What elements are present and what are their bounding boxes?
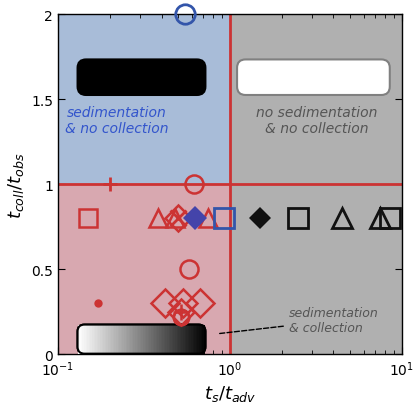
Bar [124,325,126,354]
Bar [116,325,118,354]
Bar [113,325,114,354]
Bar [169,325,170,354]
Bar [178,325,180,354]
Bar [97,325,98,354]
Text: sedimentation
& no collection: sedimentation & no collection [65,106,168,135]
Bar [165,325,167,354]
Bar [202,325,204,354]
Bar [106,325,108,354]
Bar [197,325,199,354]
Bar [144,325,146,354]
Text: sedimentation
& collection: sedimentation & collection [218,307,378,335]
Bar [201,325,202,354]
Bar [87,325,89,354]
Bar [134,325,135,354]
Bar [114,325,116,354]
Bar [154,325,156,354]
Bar [148,325,150,354]
Bar [173,325,175,354]
Bar [103,325,105,354]
Bar [130,325,132,354]
Bar [122,325,124,354]
Bar [180,325,181,354]
Bar [136,325,138,354]
FancyBboxPatch shape [237,60,390,96]
Bar [183,325,185,354]
Bar [84,325,86,354]
Bar [193,325,194,354]
Bar [78,325,79,354]
Bar [161,325,162,354]
Bar [102,325,103,354]
Bar [98,325,100,354]
Bar [142,325,143,354]
Bar [81,325,82,354]
Bar [86,325,87,354]
X-axis label: $t_s/t_{adv}$: $t_s/t_{adv}$ [204,384,256,403]
Text: no sedimentation
& no collection: no sedimentation & no collection [256,106,378,135]
Bar [194,325,196,354]
Bar [150,325,151,354]
Bar [162,325,164,354]
Bar [188,325,189,354]
Bar [135,325,136,354]
Bar [175,325,177,354]
Bar [158,325,159,354]
Bar [129,325,130,354]
Bar [143,325,144,354]
Bar [127,325,129,354]
Bar [170,325,172,354]
Bar [126,325,127,354]
Bar [186,325,188,354]
Bar [156,325,158,354]
Bar [191,325,193,354]
Bar [82,325,84,354]
Y-axis label: $t_{coll}/t_{obs}$: $t_{coll}/t_{obs}$ [5,152,26,218]
Bar [119,325,121,354]
Bar [153,325,154,354]
Bar [189,325,191,354]
Bar [138,325,140,354]
Bar [121,325,122,354]
Bar [196,325,197,354]
Bar [111,325,113,354]
FancyBboxPatch shape [78,60,205,96]
Bar [159,325,161,354]
Bar [151,325,153,354]
FancyBboxPatch shape [78,325,205,354]
Bar [132,325,134,354]
Bar [108,325,110,354]
Bar [79,325,81,354]
Bar [100,325,102,354]
Bar [140,325,142,354]
Bar [89,325,90,354]
Bar [118,325,119,354]
Bar [110,325,111,354]
Bar [199,325,201,354]
Bar [90,325,92,354]
Bar [164,325,165,354]
Bar [185,325,186,354]
Bar [177,325,178,354]
Bar [94,325,95,354]
Bar [105,325,106,354]
Bar [172,325,173,354]
Bar [92,325,94,354]
Bar [95,325,97,354]
Bar [181,325,183,354]
Bar [204,325,205,354]
Bar [167,325,169,354]
Bar [146,325,148,354]
